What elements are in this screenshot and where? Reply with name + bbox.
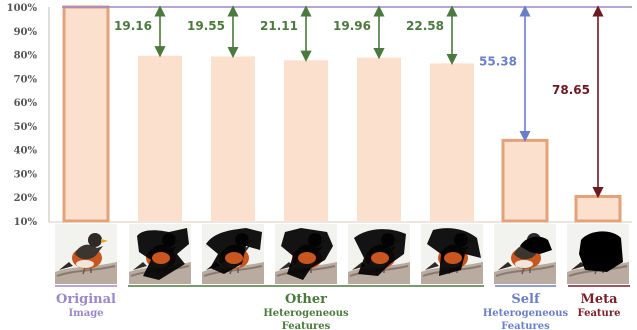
robin-photo-masked-meta <box>567 224 629 284</box>
robin-photo-masked-5 <box>421 224 483 284</box>
y-tick-label: 80% <box>14 51 38 62</box>
bar <box>430 63 474 221</box>
y-tick-label: 70% <box>14 74 38 85</box>
gap-label: 19.16 <box>114 19 152 33</box>
robin-photo <box>55 224 117 284</box>
y-tick-label: 30% <box>14 169 38 180</box>
group-label-line: Other <box>285 292 327 307</box>
gap-label: 19.55 <box>187 19 225 33</box>
bar <box>211 56 255 221</box>
y-tick-label: 20% <box>14 193 38 204</box>
y-tick-label: 10% <box>14 217 38 228</box>
gap-label: 78.65 <box>552 83 590 97</box>
bar <box>138 55 182 221</box>
thumbnails <box>55 224 629 284</box>
y-tick-label: 100% <box>7 3 38 14</box>
bar <box>574 195 622 223</box>
gap-label: 19.96 <box>333 19 371 33</box>
y-tick-label: 40% <box>14 146 38 157</box>
gap-label: 21.11 <box>260 19 298 33</box>
robin-photo-masked-4 <box>348 224 410 284</box>
robin-photo-masked-3 <box>275 224 337 284</box>
gap-label: 55.38 <box>479 55 517 69</box>
group-label-line: Heterogeneous <box>483 308 569 319</box>
group-label-line: Original <box>56 292 116 307</box>
bar <box>357 57 401 221</box>
group-label-line: Self <box>511 292 541 307</box>
bar <box>284 60 328 221</box>
group-label-line: Features <box>282 321 331 330</box>
y-tick-label: 50% <box>14 122 38 133</box>
robin-photo-masked-self <box>494 224 556 284</box>
group-label-line: Features <box>501 321 550 330</box>
group-label-line: Heterogeneous <box>263 308 349 319</box>
group-label-line: Feature <box>578 308 621 319</box>
bar <box>501 138 549 223</box>
bars <box>62 5 632 223</box>
group-label-line: Meta <box>580 292 618 307</box>
gap-label: 22.58 <box>406 19 444 33</box>
gap-arrows: 19.16 19.55 21.11 19.96 22.58 55.38 78.65 <box>114 5 604 199</box>
group-label-line: Image <box>68 308 103 319</box>
y-tick-label: 90% <box>14 27 38 38</box>
bar <box>62 5 110 223</box>
y-tick-label: 60% <box>14 98 38 109</box>
robin-photo-masked-2 <box>202 224 264 284</box>
group-labels: OriginalImageOtherHeterogeneousFeaturesS… <box>55 285 630 330</box>
robin-photo-masked-1 <box>129 224 191 284</box>
